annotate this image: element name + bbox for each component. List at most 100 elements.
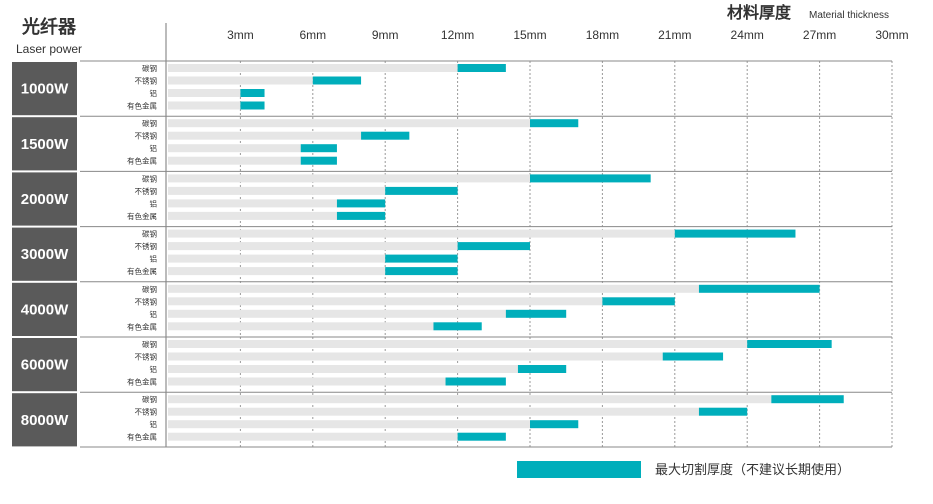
bar-normal: [168, 297, 603, 306]
material-label: 不锈钢: [135, 76, 158, 86]
bar-row-2000W-1: 不锈钢: [135, 186, 458, 196]
bar-max: [457, 64, 506, 72]
bar-normal: [168, 156, 301, 165]
bar-max: [771, 395, 844, 404]
bar-row-1500W-1: 不锈钢: [135, 131, 410, 141]
bar-max: [445, 377, 506, 386]
bar-max: [530, 174, 651, 183]
power-panel: [12, 227, 77, 281]
material-label: 不锈钢: [135, 352, 158, 362]
title-laser-en: Laser power: [16, 42, 82, 56]
material-label: 不锈钢: [135, 131, 158, 141]
title-thickness-en: Material thickness: [809, 10, 889, 21]
bar-normal: [168, 309, 506, 318]
bar-normal: [168, 395, 772, 404]
material-label: 铝: [150, 143, 158, 153]
power-groups: 1000W碳钢不锈钢铝有色金属1500W碳钢不锈钢铝有色金属2000W碳钢不锈钢…: [12, 60, 892, 448]
bar-normal: [168, 144, 301, 153]
bar-max: [505, 309, 567, 318]
bar-max: [385, 254, 458, 263]
material-label: 铝: [150, 419, 158, 429]
bar-normal: [168, 284, 699, 293]
bar-normal: [168, 131, 362, 140]
bar-row-4000W-0: 碳钢: [142, 284, 820, 294]
bar-max: [240, 89, 265, 97]
x-tick-9mm: 9mm: [372, 28, 399, 42]
bar-row-1500W-3: 有色金属: [127, 156, 337, 166]
x-tick-30mm: 30mm: [875, 28, 908, 42]
bar-row-8000W-3: 有色金属: [127, 432, 506, 442]
bar-max: [457, 432, 506, 441]
bar-max: [602, 297, 675, 306]
bar-normal: [168, 199, 337, 208]
bar-normal: [168, 267, 386, 276]
bar-row-1000W-2: 铝: [150, 88, 265, 98]
bar-row-6000W-0: 碳钢: [142, 339, 832, 349]
bar-normal: [168, 229, 675, 238]
material-label: 有色金属: [127, 156, 157, 166]
bar-max: [312, 76, 362, 85]
material-label: 铝: [150, 198, 158, 208]
bar-normal: [168, 352, 663, 361]
x-tick-6mm: 6mm: [299, 28, 326, 42]
material-label: 铝: [150, 88, 158, 98]
bar-max: [300, 156, 337, 165]
material-label: 不锈钢: [135, 407, 158, 417]
power-label: 1000W: [21, 81, 69, 98]
bar-row-1000W-1: 不锈钢: [135, 76, 362, 86]
bar-row-2000W-3: 有色金属: [127, 211, 386, 221]
bar-max: [385, 267, 458, 276]
bar-max: [361, 131, 410, 140]
bar-row-6000W-1: 不锈钢: [135, 352, 724, 362]
bar-max: [530, 420, 579, 429]
bar-max: [336, 199, 386, 208]
material-label: 有色金属: [127, 321, 157, 331]
material-label: 铝: [150, 309, 158, 319]
bar-row-8000W-2: 铝: [150, 419, 579, 429]
legend-label: 最大切割厚度（不建议长期使用）: [655, 462, 850, 478]
bar-normal: [168, 76, 313, 85]
material-label: 不锈钢: [135, 296, 158, 306]
material-label: 碳钢: [142, 284, 157, 294]
bar-normal: [168, 211, 337, 220]
bar-max: [336, 211, 386, 220]
material-label: 碳钢: [142, 118, 157, 128]
power-panel: [12, 117, 77, 171]
material-label: 不锈钢: [135, 186, 158, 196]
bar-normal: [168, 322, 434, 331]
bar-normal: [168, 377, 446, 386]
power-panel: [12, 282, 77, 336]
bar-row-3000W-2: 铝: [150, 254, 458, 264]
legend-swatch: [517, 461, 641, 478]
material-label: 有色金属: [127, 266, 157, 276]
bar-row-8000W-1: 不锈钢: [135, 407, 748, 417]
bar-normal: [168, 242, 458, 251]
bar-row-1500W-0: 碳钢: [142, 118, 579, 128]
bar-row-4000W-1: 不锈钢: [135, 296, 675, 306]
bar-row-3000W-3: 有色金属: [127, 266, 458, 276]
bar-row-4000W-3: 有色金属: [127, 321, 482, 331]
material-label: 碳钢: [142, 339, 157, 349]
x-tick-27mm: 27mm: [803, 28, 836, 42]
bar-row-2000W-0: 碳钢: [142, 173, 651, 183]
x-tick-15mm: 15mm: [513, 28, 546, 42]
bar-normal: [168, 119, 530, 128]
power-label: 1500W: [21, 136, 69, 153]
bar-row-2000W-2: 铝: [150, 198, 386, 208]
x-tick-12mm: 12mm: [441, 28, 474, 42]
material-label: 碳钢: [142, 63, 157, 73]
bar-row-8000W-0: 碳钢: [142, 394, 844, 404]
bar-max: [698, 407, 748, 416]
bar-max: [433, 322, 482, 331]
power-label: 6000W: [21, 357, 69, 374]
bar-normal: [168, 407, 699, 416]
power-label: 8000W: [21, 412, 69, 429]
material-label: 碳钢: [142, 394, 157, 404]
